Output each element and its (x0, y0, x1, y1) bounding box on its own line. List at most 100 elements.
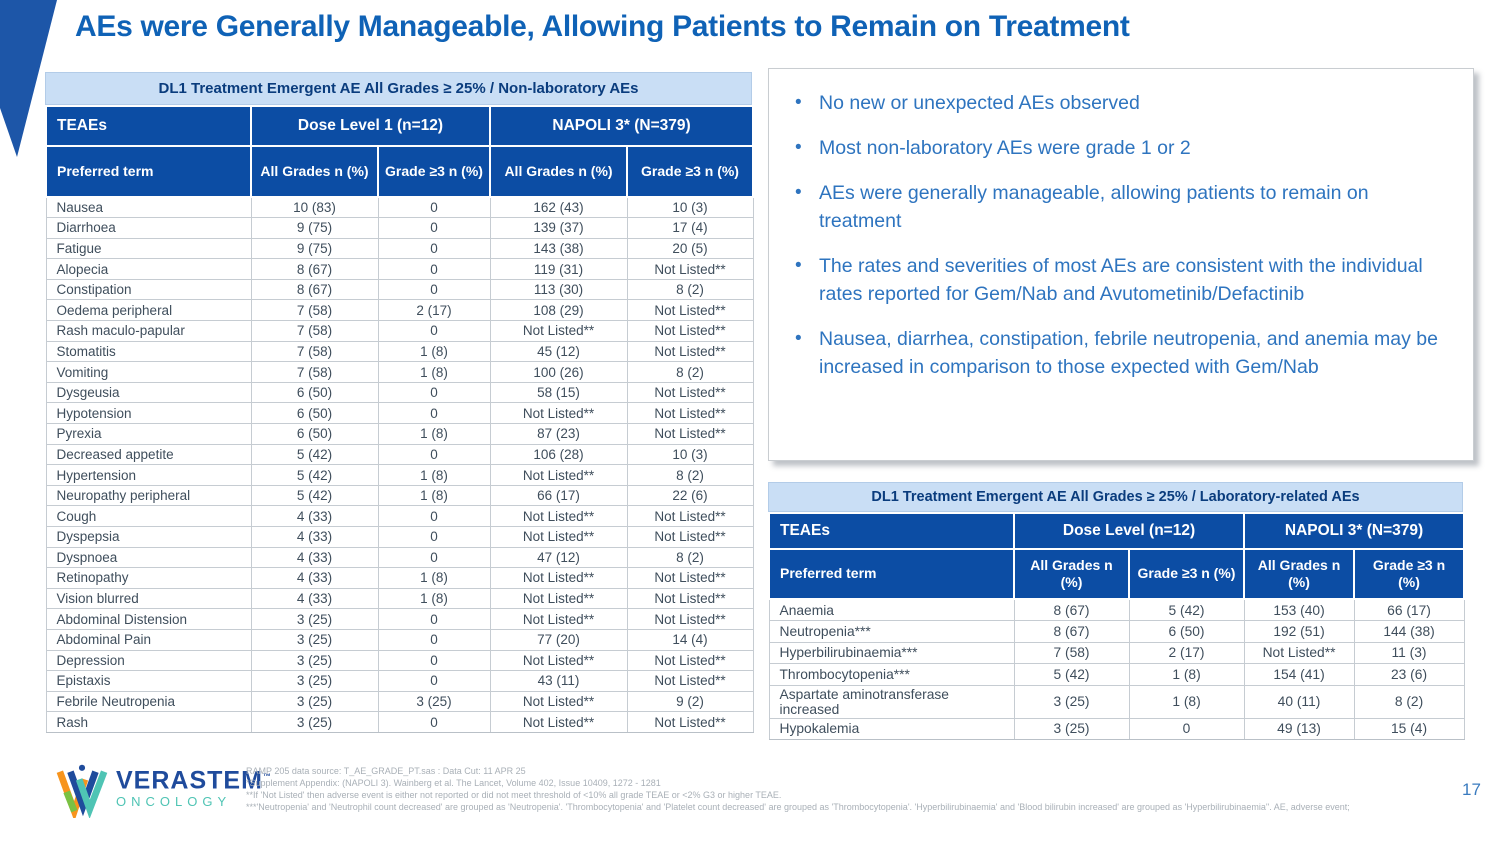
column-header-all-grades-dl1: All Grades n (%) (250, 145, 379, 198)
preferred-term-cell: Thrombocytopenia*** (768, 663, 1015, 686)
value-cell: 7 (58) (1013, 642, 1130, 664)
value-cell: 10 (83) (250, 197, 379, 219)
footnote-line: RAMP 205 data source: T_AE_GRADE_PT.sas … (246, 766, 526, 776)
preferred-term-cell: Dyspnoea (45, 547, 252, 569)
value-cell: 4 (33) (250, 567, 379, 589)
value-cell: Not Listed** (489, 567, 628, 589)
value-cell: 47 (12) (489, 547, 628, 569)
preferred-term-cell: Rash (45, 711, 252, 733)
table-row: Epistaxis 3 (25) 0 43 (11) Not Listed** (45, 670, 754, 692)
table-row: Febrile Neutropenia 3 (25) 3 (25) Not Li… (45, 691, 754, 713)
footnotes: RAMP 205 data source: T_AE_GRADE_PT.sas … (246, 766, 1374, 814)
value-cell: 3 (25) (250, 711, 379, 733)
value-cell: 6 (50) (250, 402, 379, 425)
value-cell: Not Listed** (489, 588, 628, 610)
value-cell: 3 (25) (1013, 718, 1130, 740)
value-cell: 4 (33) (250, 547, 379, 569)
preferred-term-cell: Fatigue (45, 238, 252, 260)
value-cell: 0 (377, 402, 491, 425)
value-cell: 106 (28) (489, 444, 628, 466)
value-cell: 3 (25) (250, 670, 379, 692)
value-cell: Not Listed** (626, 423, 754, 445)
value-cell: 0 (377, 547, 491, 569)
value-cell: 0 (377, 197, 491, 219)
table-row: Decreased appetite 5 (42) 0 106 (28) 10 … (45, 444, 754, 466)
table-row: Aspartate aminotransferase increased 3 (… (768, 685, 1465, 719)
bullet-item: The rates and severities of most AEs are… (791, 252, 1447, 308)
value-cell: 0 (377, 444, 491, 466)
key-points-panel: No new or unexpected AEs observed Most n… (768, 68, 1474, 461)
value-cell: 3 (25) (377, 691, 491, 713)
table-row: Vomiting 7 (58) 1 (8) 100 (26) 8 (2) (45, 361, 754, 383)
preferred-term-cell: Nausea (45, 197, 252, 219)
logo-subtitle: ONCOLOGY (116, 794, 232, 810)
value-cell: 0 (377, 711, 491, 733)
value-cell: 22 (6) (626, 485, 754, 507)
lab-ae-table: DL1 Treatment Emergent AE All Grades ≥ 2… (768, 482, 1466, 740)
group-header-dose-level: Dose Level (n=12) (1012, 512, 1246, 550)
value-cell: 5 (42) (250, 444, 379, 466)
preferred-term-cell: Vision blurred (45, 588, 252, 610)
column-header-preferred-term: Preferred term (768, 548, 1015, 600)
preferred-term-cell: Abdominal Pain (45, 629, 252, 651)
table-row: Stomatitis 7 (58) 1 (8) 45 (12) Not List… (45, 341, 754, 363)
value-cell: Not Listed** (626, 670, 754, 692)
value-cell: 45 (12) (489, 341, 628, 363)
value-cell: 0 (377, 670, 491, 692)
value-cell: 3 (25) (1013, 685, 1130, 719)
value-cell: 5 (42) (250, 464, 379, 486)
value-cell: Not Listed** (489, 650, 628, 672)
page-number: 17 (1462, 780, 1481, 799)
value-cell: 9 (75) (250, 238, 379, 260)
preferred-term-cell: Aspartate aminotransferase increased (768, 685, 1015, 719)
table-row: Alopecia 8 (67) 0 119 (31) Not Listed** (45, 258, 754, 280)
value-cell: 143 (38) (489, 238, 628, 260)
table-row: Cough 4 (33) 0 Not Listed** Not Listed** (45, 505, 754, 527)
value-cell: 4 (33) (250, 526, 379, 548)
preferred-term-cell: Decreased appetite (45, 444, 252, 466)
table-row: Abdominal Pain 3 (25) 0 77 (20) 14 (4) (45, 629, 754, 651)
value-cell: 10 (3) (626, 444, 754, 466)
page-title: AEs were Generally Manageable, Allowing … (75, 10, 1130, 43)
preferred-term-cell: Febrile Neutropenia (45, 691, 252, 713)
value-cell: 7 (58) (250, 361, 379, 383)
preferred-term-cell: Vomiting (45, 361, 252, 383)
value-cell: 5 (42) (1013, 663, 1130, 686)
value-cell: Not Listed** (626, 608, 754, 630)
value-cell: Not Listed** (1243, 642, 1355, 664)
table-row: Pyrexia 6 (50) 1 (8) 87 (23) Not Listed*… (45, 423, 754, 445)
table-row: Retinopathy 4 (33) 1 (8) Not Listed** No… (45, 567, 754, 589)
preferred-term-cell: Constipation (45, 279, 252, 301)
value-cell: 0 (1128, 718, 1245, 740)
table-row: Anaemia 8 (67) 5 (42) 153 (40) 66 (17) (768, 599, 1465, 621)
value-cell: 49 (13) (1243, 718, 1355, 740)
value-cell: 17 (4) (626, 217, 754, 239)
table-row: Thrombocytopenia*** 5 (42) 1 (8) 154 (41… (768, 663, 1465, 686)
group-header-napoli: NAPOLI 3* (N=379) (489, 105, 755, 147)
value-cell: 1 (8) (1128, 663, 1245, 686)
value-cell: 3 (25) (250, 691, 379, 713)
verastem-logo: VERASTEM™ ONCOLOGY (56, 762, 272, 818)
value-cell: 192 (51) (1243, 620, 1355, 643)
preferred-term-cell: Diarrhoea (45, 217, 252, 239)
value-cell: Not Listed** (489, 320, 628, 342)
value-cell: Not Listed** (626, 382, 754, 404)
preferred-term-cell: Cough (45, 505, 252, 527)
value-cell: 113 (30) (489, 279, 628, 301)
value-cell: 0 (377, 608, 491, 630)
value-cell: 144 (38) (1353, 620, 1465, 643)
value-cell: 1 (8) (377, 361, 491, 383)
table-row: Neutropenia*** 8 (67) 6 (50) 192 (51) 14… (768, 620, 1465, 643)
nonlab-table-title: DL1 Treatment Emergent AE All Grades ≥ 2… (45, 72, 752, 105)
value-cell: Not Listed** (626, 711, 754, 733)
footnote-line: **If 'Not Listed' then adverse event is … (246, 789, 782, 800)
value-cell: 7 (58) (250, 341, 379, 363)
nonlab-ae-table: DL1 Treatment Emergent AE All Grades ≥ 2… (45, 72, 755, 733)
value-cell: Not Listed** (626, 567, 754, 589)
table-row: Dyspepsia 4 (33) 0 Not Listed** Not List… (45, 526, 754, 548)
preferred-term-cell: Neuropathy peripheral (45, 485, 252, 507)
table-row: Hypokalemia 3 (25) 0 49 (13) 15 (4) (768, 718, 1465, 740)
column-header-all-grades-napoli: All Grades n (%) (489, 145, 629, 198)
preferred-term-cell: Anaemia (768, 599, 1015, 621)
logo-name: VERASTEM™ (116, 766, 272, 795)
